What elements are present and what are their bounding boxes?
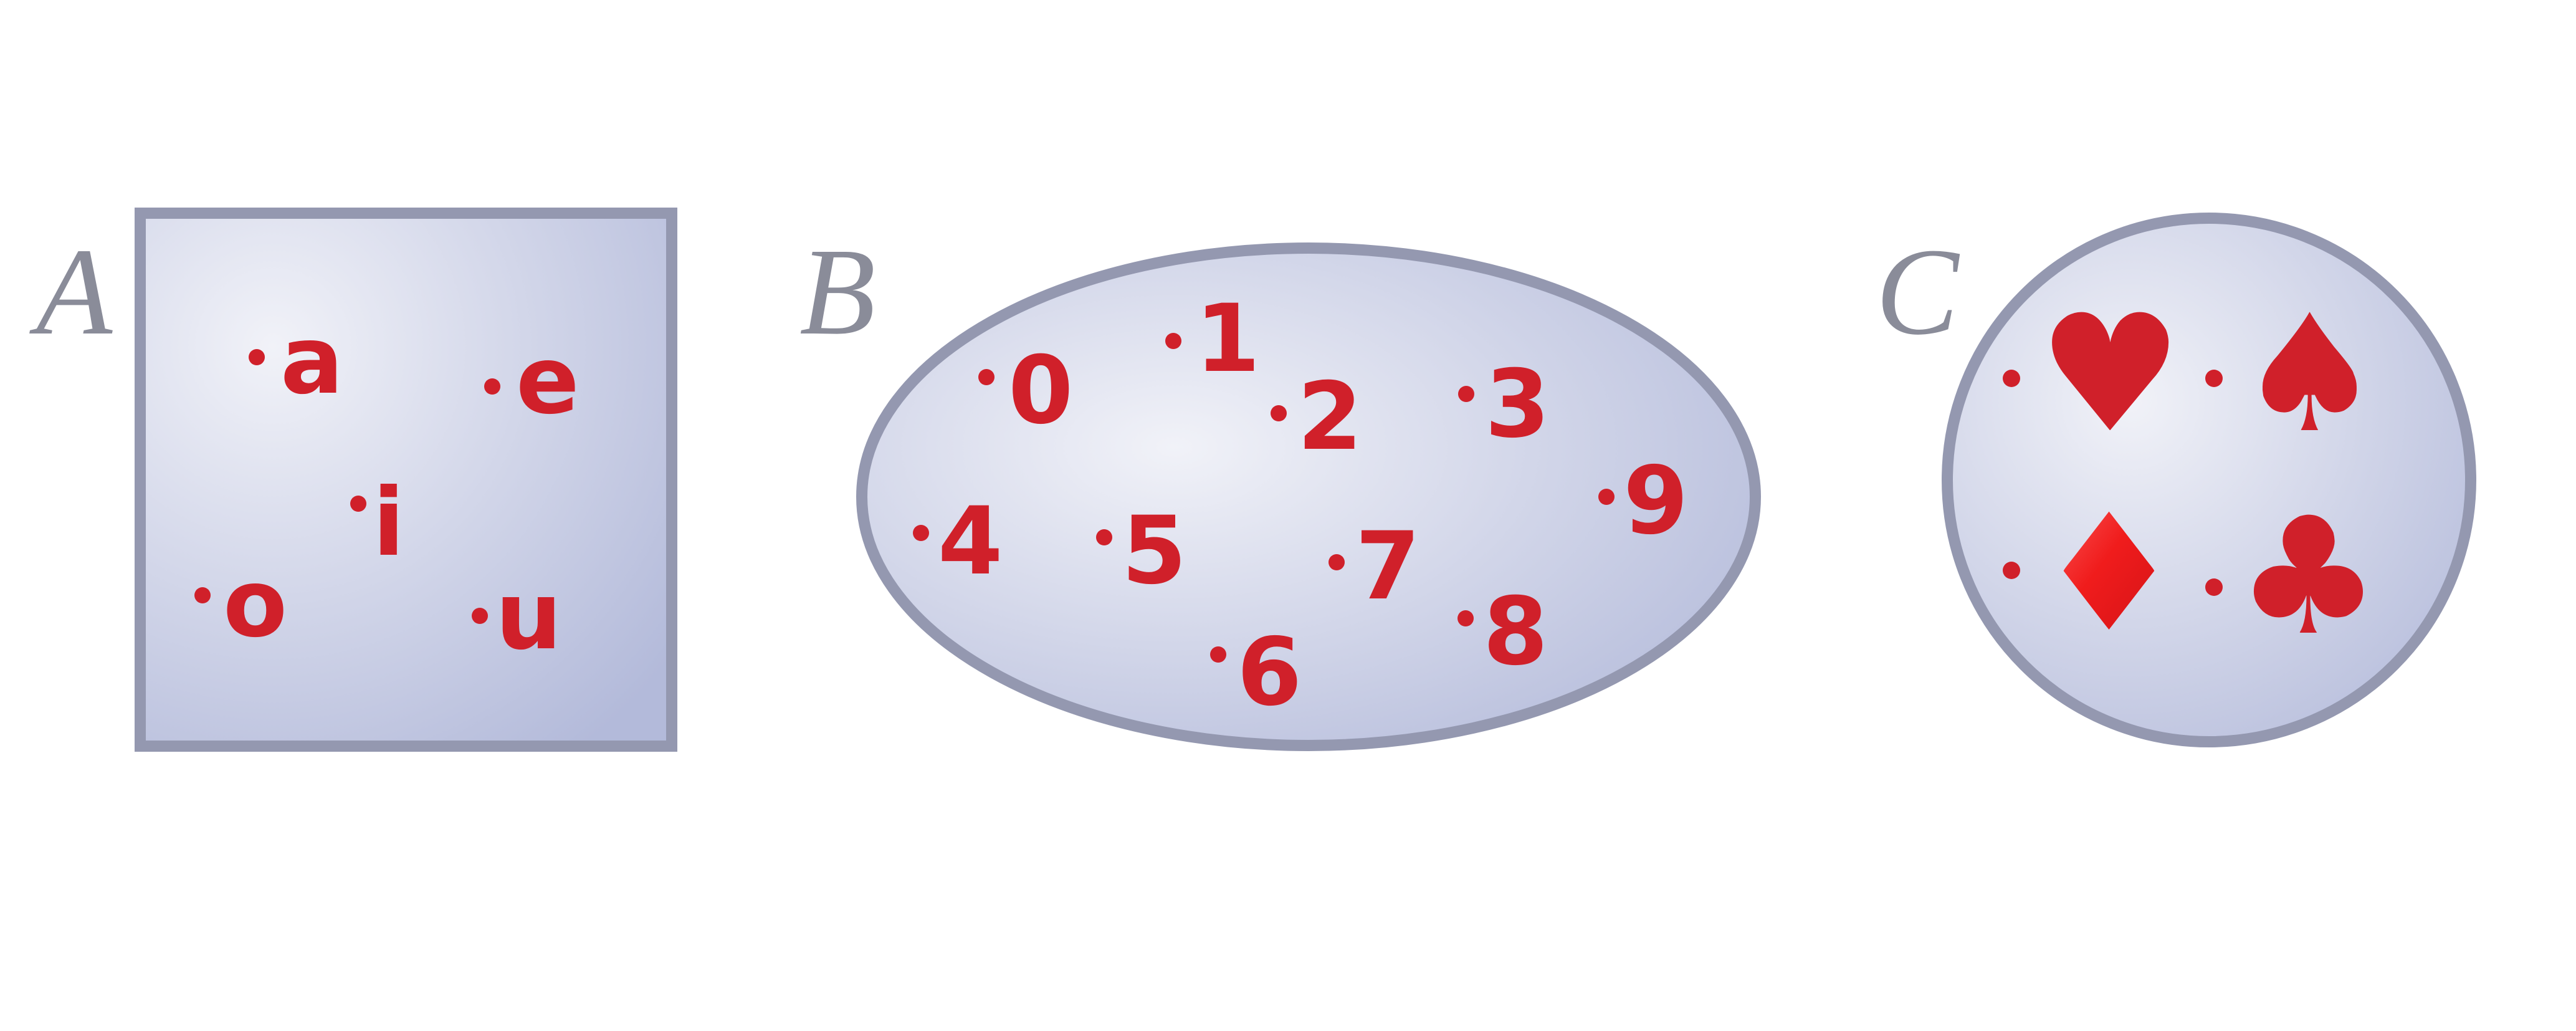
set-b: B 0 1 2 3 4 5 6 7 [799, 223, 1761, 751]
svg-text:2: 2 [1297, 363, 1362, 471]
svg-text:o: o [223, 550, 287, 658]
set-b-label: B [799, 223, 875, 361]
set-b-member-4: 4 [913, 487, 1003, 596]
svg-text:5: 5 [1122, 497, 1186, 605]
set-b-member-5: 5 [1096, 497, 1186, 605]
svg-text:a: a [280, 307, 343, 415]
svg-text:7: 7 [1355, 512, 1420, 621]
heart-suit-icon: ♥ [2038, 281, 2183, 469]
svg-text:0: 0 [1008, 337, 1073, 445]
set-c-circle [1942, 213, 2476, 747]
svg-text:e: e [516, 327, 580, 435]
set-b-ellipse [856, 242, 1761, 751]
set-a-square [135, 208, 677, 752]
set-a-member-o: o [194, 550, 287, 658]
set-b-member-9: 9 [1598, 447, 1688, 555]
svg-text:i: i [373, 469, 404, 577]
svg-text:8: 8 [1483, 578, 1548, 686]
set-b-member-6: 6 [1210, 618, 1302, 727]
svg-text:4: 4 [938, 487, 1003, 596]
spade-suit-icon: ♠ [2237, 281, 2382, 469]
set-b-member-2: 2 [1271, 363, 1362, 471]
svg-text:3: 3 [1485, 350, 1550, 459]
set-c-member-heart: ♥ [2003, 281, 2183, 469]
set-a-member-i: i [350, 469, 404, 577]
set-a-member-a: a [249, 307, 343, 415]
set-c-label: C [1876, 223, 1960, 361]
svg-text:9: 9 [1623, 447, 1688, 555]
set-a-label: A [29, 223, 113, 361]
set-c-member-spade: ♠ [2205, 281, 2382, 469]
set-b-member-3: 3 [1458, 350, 1550, 459]
set-a: A a e i o u [29, 208, 677, 752]
set-b-member-0: 0 [978, 337, 1073, 445]
set-a-member-e: e [484, 327, 580, 435]
club-suit-icon: ♣ [2236, 483, 2381, 671]
set-c: C ♥ ♠ ♦ ♣ [1876, 213, 2476, 747]
set-c-member-diamond: ♦ [2003, 480, 2182, 668]
set-b-member-7: 7 [1329, 512, 1420, 621]
svg-text:6: 6 [1237, 618, 1302, 727]
set-b-member-8: 8 [1457, 578, 1548, 686]
set-b-member-1: 1 [1165, 285, 1260, 393]
set-a-member-u: u [472, 562, 562, 671]
svg-text:1: 1 [1195, 285, 1260, 393]
set-c-member-club: ♣ [2205, 483, 2381, 671]
svg-text:u: u [495, 562, 562, 671]
diamond-suit-icon: ♦ [2036, 480, 2182, 668]
